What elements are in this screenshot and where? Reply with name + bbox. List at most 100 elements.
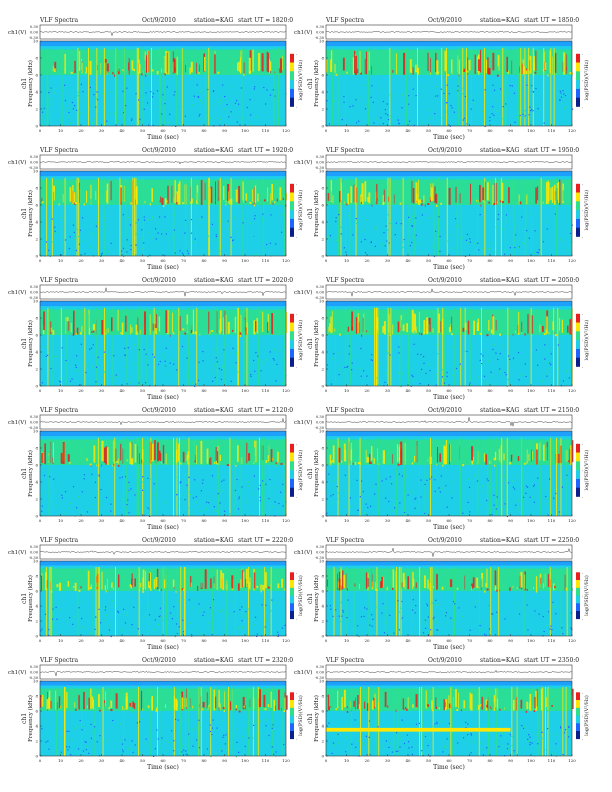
- spectrogram-speckle: [489, 242, 492, 244]
- spectrogram-speckle: [436, 604, 438, 606]
- time-tick-label: 50: [426, 128, 432, 133]
- spectrogram-speckle: [138, 99, 140, 101]
- spectrogram-speckle: [524, 115, 526, 117]
- spectrogram-burst: [192, 705, 194, 709]
- spectrogram-speckle: [164, 360, 166, 362]
- spectrogram-burst: [379, 447, 381, 464]
- spectrogram-burst: [259, 689, 261, 707]
- spectrogram-speckle: [518, 500, 520, 502]
- spectrogram-sferic: [522, 437, 524, 516]
- spectrogram-speckle: [482, 754, 484, 756]
- spectrogram-speckle: [487, 248, 490, 250]
- spectrogram-speckle: [202, 360, 204, 362]
- spectrogram-sferic: [460, 307, 462, 386]
- spectrogram-burst: [427, 579, 429, 589]
- spectrogram-burst: [523, 190, 526, 203]
- spectrogram-speckle: [69, 380, 72, 382]
- spectrogram-speckle: [149, 254, 151, 256]
- spectrogram-speckle: [44, 613, 47, 615]
- spectrogram-speckle: [253, 475, 255, 477]
- spectrogram-speckle: [413, 378, 415, 380]
- spectrogram-speckle: [268, 498, 270, 500]
- spectrogram-speckle: [143, 216, 145, 218]
- spectrogram-speckle: [544, 344, 546, 346]
- spectrogram-burst: [533, 710, 536, 712]
- spectrogram-speckle: [484, 125, 486, 127]
- spectrogram-speckle: [466, 350, 468, 353]
- spectrogram-speckle: [451, 497, 453, 499]
- spectrogram-speckle: [570, 100, 572, 102]
- spectrogram-burst: [415, 694, 418, 708]
- spectrogram-speckle: [161, 113, 163, 115]
- spectrogram-panel: VLF Spectra Oct/9/2010 station=KAG start UT…: [294, 147, 590, 271]
- spectrogram-speckle: [171, 359, 173, 361]
- spectrogram-speckle: [49, 88, 51, 90]
- spectrogram-speckle: [502, 744, 504, 746]
- spectrogram-sferic: [424, 437, 426, 516]
- spectrogram-speckle: [131, 347, 133, 349]
- spectrogram-speckle: [388, 746, 390, 748]
- spectrogram-speckle: [512, 348, 514, 350]
- spectrogram-burst: [539, 71, 542, 74]
- spectrogram-burst: [110, 709, 113, 711]
- spectrogram-burst: [134, 444, 137, 463]
- spectrogram-burst: [528, 439, 531, 465]
- spectrogram-burst: [208, 706, 210, 711]
- spectrogram-speckle: [370, 241, 372, 243]
- spectrogram-speckle: [265, 604, 267, 606]
- spectrogram-speckle: [545, 624, 547, 626]
- spectrogram-speckle: [343, 247, 345, 249]
- spectrogram-speckle: [480, 621, 482, 623]
- spectrogram-burst: [427, 704, 429, 707]
- spectrogram-speckle: [370, 96, 372, 98]
- spectrogram-burst: [436, 574, 437, 590]
- spectrogram-burst: [501, 182, 504, 201]
- spectrogram-burst: [445, 702, 446, 708]
- spectrogram-speckle: [82, 750, 84, 752]
- spectrogram-speckle: [187, 507, 190, 509]
- spectrogram-speckle: [248, 608, 250, 610]
- spectrogram-burst: [489, 706, 491, 709]
- spectrogram-burst: [445, 699, 448, 710]
- spectrogram-burst: [242, 199, 244, 203]
- spectrogram-speckle: [194, 728, 196, 730]
- spectrogram-speckle: [384, 381, 386, 383]
- spectrogram-speckle: [446, 111, 448, 113]
- spectrogram-speckle: [282, 358, 284, 360]
- spectrogram-speckle: [207, 627, 209, 629]
- time-tick-label: 20: [364, 758, 370, 763]
- spectrogram-speckle: [196, 616, 198, 618]
- spectrogram-burst: [53, 320, 55, 331]
- spectrogram-speckle: [512, 480, 514, 482]
- spectrogram-speckle: [84, 254, 86, 256]
- waveform-trace: [39, 287, 287, 297]
- spectrogram-speckle: [189, 494, 191, 496]
- spectrogram-burst: [159, 589, 160, 592]
- spectrogram-burst: [420, 333, 423, 336]
- colorbar-segment: [290, 357, 294, 367]
- spectrogram-speckle: [145, 382, 147, 384]
- spectrogram-speckle: [435, 238, 437, 240]
- spectrogram-speckle: [370, 505, 372, 507]
- spectrogram-speckle: [331, 752, 333, 754]
- spectrogram-speckle: [198, 118, 200, 120]
- spectrogram-speckle: [466, 514, 468, 516]
- spectrogram-speckle: [437, 353, 439, 355]
- spectrogram-speckle: [252, 737, 254, 739]
- spectrogram-burst: [240, 314, 242, 333]
- spectrogram-speckle: [485, 723, 487, 725]
- spectrogram-burst: [423, 195, 425, 203]
- spectrogram-speckle: [60, 736, 62, 738]
- spectrogram-speckle: [166, 86, 168, 88]
- spectrogram-speckle: [419, 85, 421, 87]
- spectrogram-speckle: [509, 734, 511, 736]
- spectrogram-burst: [56, 584, 59, 588]
- spectrogram-speckle: [86, 506, 88, 508]
- spectrogram-burst: [407, 576, 409, 590]
- spectrogram-speckle: [213, 506, 215, 508]
- spectrogram-speckle: [488, 604, 490, 606]
- spectrogram-speckle: [206, 748, 209, 750]
- spectrogram-sferic: [97, 437, 99, 516]
- spectrogram-speckle: [503, 122, 505, 124]
- spectrogram-sferic: [395, 437, 397, 516]
